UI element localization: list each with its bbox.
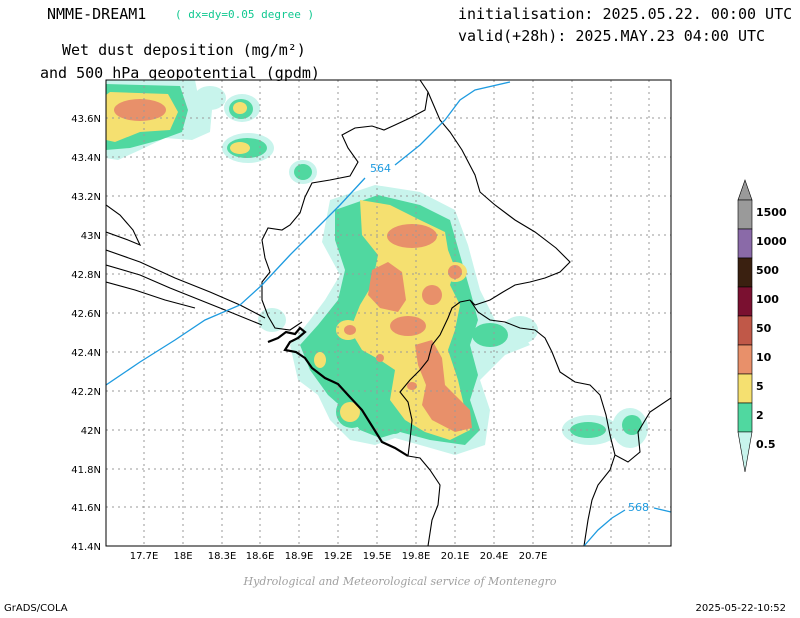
legend-swatch: [737, 228, 753, 259]
lat-label: 43.6N: [71, 114, 101, 125]
lat-label: 41.6N: [71, 503, 101, 514]
coastline: [267, 326, 409, 457]
lat-label: 42.2N: [71, 387, 101, 398]
render-timestamp: 2025-05-22-10:52: [695, 603, 786, 614]
lon-label: 20.4E: [480, 551, 509, 562]
geopotential-contours: [105, 81, 672, 547]
legend-label: 1000: [756, 235, 787, 248]
legend-swatch: [737, 257, 753, 288]
model-resolution: ( dx=dy=0.05 degree ): [175, 8, 315, 21]
map-title-line2: and 500 hPa geopotential (gpdm): [40, 64, 320, 82]
graticule: [106, 80, 671, 546]
lat-label: 42.6N: [71, 309, 101, 320]
dust-field: [106, 80, 648, 455]
lat-label: 43.2N: [71, 192, 101, 203]
lon-label: 19.5E: [363, 551, 392, 562]
contour-label-568: 568: [628, 501, 649, 514]
initialisation-time: initialisation: 2025.05.22. 00:00 UTC: [458, 5, 793, 23]
lon-label: 19.8E: [402, 551, 431, 562]
lon-label: 18.6E: [246, 551, 275, 562]
lat-label: 43.4N: [71, 153, 101, 164]
credit-text: Hydrological and Meteorological service …: [243, 575, 557, 588]
lon-label: 18.9E: [285, 551, 314, 562]
legend-swatch: [737, 286, 753, 317]
lon-label: 20.1E: [441, 551, 470, 562]
map-title-line1: Wet dust deposition (mg/m²): [62, 41, 306, 59]
legend-swatch: [737, 315, 753, 346]
lat-label: 41.8N: [71, 465, 101, 476]
legend-label: 10: [756, 351, 772, 364]
valid-time: valid(+28h): 2025.MAY.23 04:00 UTC: [458, 27, 766, 45]
legend-label: 2: [756, 409, 764, 422]
lon-label: 18.3E: [208, 551, 237, 562]
lat-label: 42.4N: [71, 348, 101, 359]
legend-swatch: [737, 199, 753, 230]
color-legend: 1500 1000 500 100 50 10 5 2 0.5: [737, 179, 787, 473]
map-frame: [105, 79, 672, 547]
lat-label: 43N: [81, 231, 101, 242]
contour-label-564: 564: [370, 162, 391, 175]
legend-swatch: [737, 344, 753, 375]
legend-label: 5: [756, 380, 764, 393]
legend-bottom-arrow: [737, 431, 753, 473]
legend-label: 100: [756, 293, 779, 306]
legend-label: 0.5: [756, 438, 776, 451]
country-borders: [106, 80, 671, 546]
lon-label: 20.7E: [519, 551, 548, 562]
legend-label: 50: [756, 322, 772, 335]
longitude-labels: 17.7E 18E 18.3E 18.6E 18.9E 19.2E 19.5E …: [130, 551, 548, 562]
legend-label: 1500: [756, 206, 787, 219]
lat-label: 41.4N: [71, 542, 101, 553]
software-label: GrADS/COLA: [4, 603, 68, 614]
legend-top-arrow: [737, 179, 753, 201]
lat-label: 42.8N: [71, 270, 101, 281]
legend-label: 500: [756, 264, 779, 277]
latitude-labels: 43.6N 43.4N 43.2N 43N 42.8N 42.6N 42.4N …: [71, 114, 101, 553]
lon-label: 17.7E: [130, 551, 159, 562]
lon-label: 19.2E: [324, 551, 353, 562]
legend-swatch: [737, 402, 753, 433]
lat-label: 42N: [81, 426, 101, 437]
model-name: NMME-DREAM1: [47, 5, 147, 23]
legend-swatch: [737, 373, 753, 404]
lon-label: 18E: [173, 551, 192, 562]
